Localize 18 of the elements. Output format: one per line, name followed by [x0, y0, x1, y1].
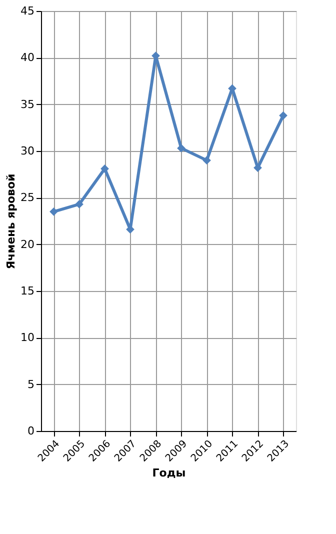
y-tick-label: 15 [20, 284, 34, 298]
y-tick-label: 5 [28, 378, 34, 391]
y-tick-label: 0 [28, 424, 34, 438]
y-tick-label: 20 [20, 238, 34, 251]
y-tick-label: 35 [20, 98, 34, 111]
y-axis-title: Ячмень яровой [4, 174, 18, 270]
point [100, 164, 109, 173]
point [279, 111, 288, 120]
y-tick-label: 30 [20, 144, 34, 158]
point [202, 156, 211, 165]
y-tick-label: 25 [20, 191, 34, 204]
y-tick-label: 40 [20, 51, 34, 64]
x-axis-title: Годы [152, 466, 186, 480]
point [177, 144, 186, 152]
y-tick-label: 10 [20, 331, 34, 344]
point [50, 207, 58, 216]
point [75, 200, 84, 208]
y-tick-label: 45 [20, 4, 34, 18]
